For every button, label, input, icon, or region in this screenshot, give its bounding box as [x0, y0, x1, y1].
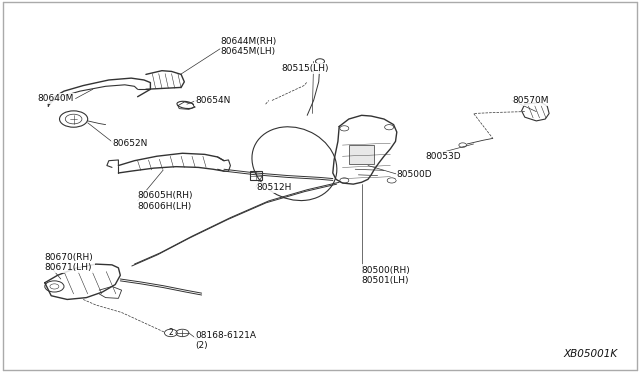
Text: 80515(LH): 80515(LH): [282, 64, 329, 73]
Text: 80570M: 80570M: [512, 96, 548, 105]
Text: 80640M: 80640M: [37, 94, 74, 103]
Text: 80605H(RH)
80606H(LH): 80605H(RH) 80606H(LH): [138, 191, 193, 211]
Text: 2: 2: [168, 328, 173, 337]
Text: 80654N: 80654N: [195, 96, 230, 105]
FancyBboxPatch shape: [349, 145, 374, 164]
Text: 80500D: 80500D: [397, 170, 433, 179]
Text: 80652N: 80652N: [112, 139, 147, 148]
Text: 80053D: 80053D: [426, 152, 461, 161]
Text: 80670(RH)
80671(LH): 80670(RH) 80671(LH): [45, 253, 93, 272]
Text: 80644M(RH)
80645M(LH): 80644M(RH) 80645M(LH): [221, 37, 277, 56]
Text: XB05001K: XB05001K: [563, 349, 618, 359]
Text: 08168-6121A
(2): 08168-6121A (2): [195, 331, 256, 350]
Text: 80512H: 80512H: [256, 183, 291, 192]
Text: 80500(RH)
80501(LH): 80500(RH) 80501(LH): [362, 266, 410, 285]
